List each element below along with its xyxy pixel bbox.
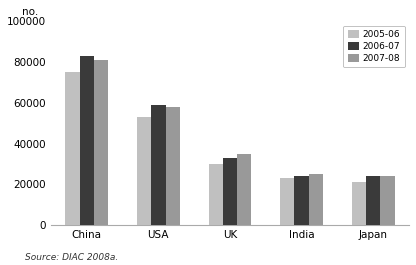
Bar bbox=[352, 182, 366, 225]
Bar bbox=[166, 107, 180, 225]
Text: Source: DIAC 2008a.: Source: DIAC 2008a. bbox=[25, 253, 118, 262]
Bar bbox=[295, 176, 309, 225]
Bar bbox=[208, 164, 223, 225]
Bar bbox=[280, 178, 295, 225]
Bar bbox=[65, 72, 79, 225]
Bar bbox=[237, 154, 252, 225]
Bar bbox=[223, 158, 237, 225]
Bar bbox=[137, 117, 151, 225]
Text: no.: no. bbox=[22, 7, 39, 17]
Bar bbox=[380, 176, 395, 225]
Bar bbox=[309, 174, 323, 225]
Bar bbox=[79, 56, 94, 225]
Legend: 2005-06, 2006-07, 2007-08: 2005-06, 2006-07, 2007-08 bbox=[344, 25, 404, 67]
Bar bbox=[151, 105, 166, 225]
Bar bbox=[366, 176, 380, 225]
Bar bbox=[94, 60, 108, 225]
